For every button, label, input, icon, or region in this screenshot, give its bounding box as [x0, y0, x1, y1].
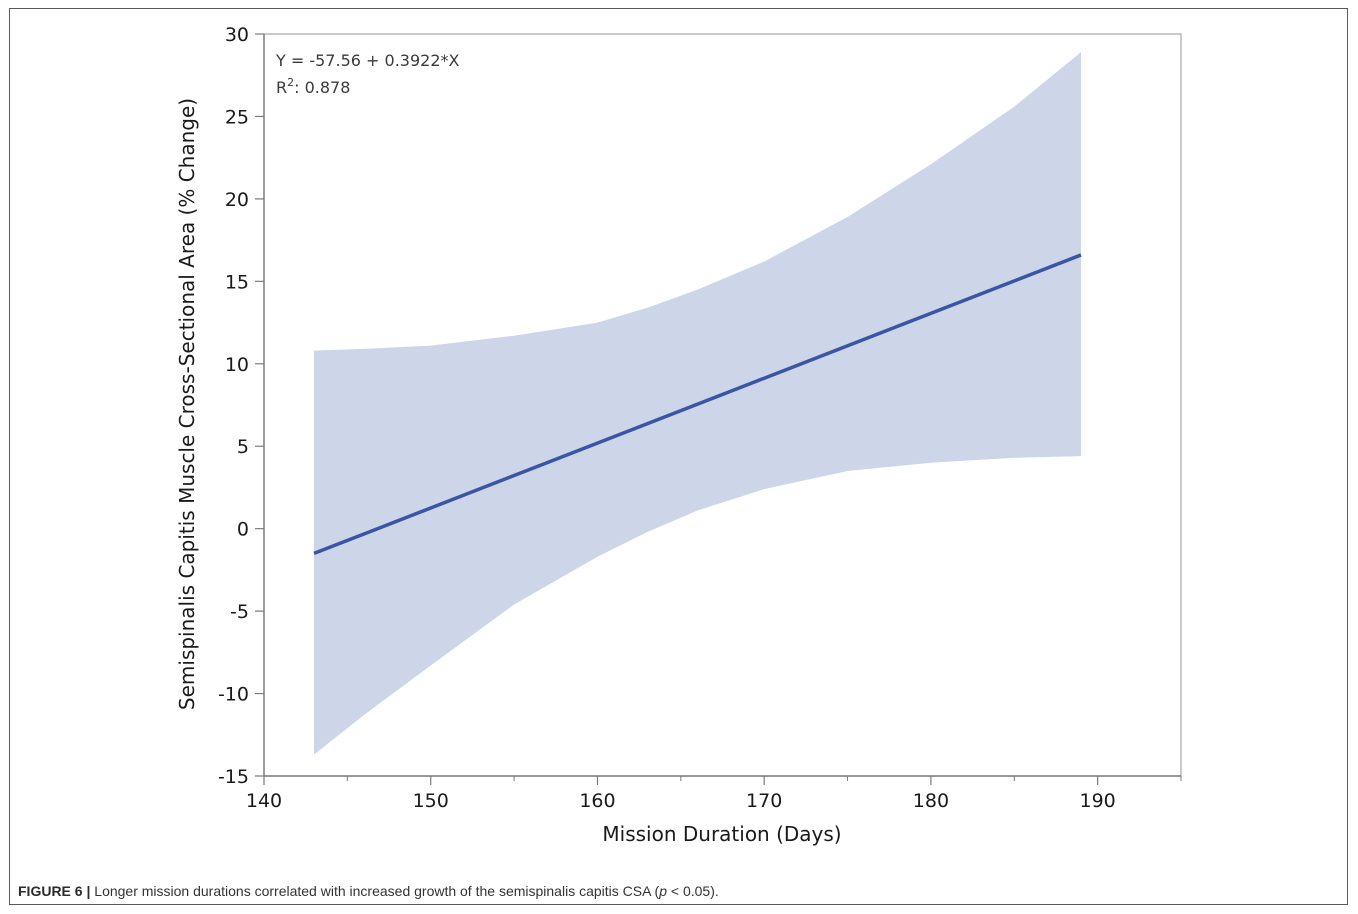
y-tick-label: -15: [218, 766, 249, 788]
figure-caption: FIGURE 6 | Longer mission durations corr…: [18, 883, 1338, 899]
y-tick-label: 5: [237, 436, 249, 458]
y-tick-label: -10: [218, 684, 249, 706]
y-tick-label: 10: [225, 354, 249, 376]
regression-equation: Y = -57.56 + 0.3922*X: [275, 51, 459, 70]
x-tick-label: 170: [746, 790, 782, 812]
caption-text-before: Longer mission durations correlated with…: [94, 883, 660, 899]
caption-text-after: < 0.05).: [667, 883, 719, 899]
y-tick-label: 0: [237, 519, 249, 541]
y-tick-label: 30: [225, 24, 249, 46]
x-tick-label: 160: [579, 790, 615, 812]
r2-value: : 0.878: [294, 78, 350, 97]
caption-separator: |: [82, 883, 95, 899]
y-tick-label: 25: [225, 106, 249, 128]
y-ticks-layer: -15 -10 -5 0 5 10 15 20 25 30: [218, 24, 264, 788]
y-tick-label: -5: [230, 601, 249, 623]
regression-fit-line: [313, 253, 1082, 556]
r2-label: R: [276, 78, 287, 97]
figure-label: FIGURE 6: [18, 883, 83, 899]
x-tick-label: 190: [1080, 790, 1116, 812]
x-tick-label: 180: [913, 790, 949, 812]
fit-line-layer: [313, 253, 1082, 556]
x-tick-label: 140: [246, 790, 282, 812]
figure-frame: [9, 8, 1348, 905]
caption-p-symbol: p: [659, 883, 668, 899]
x-ticks-layer: 140 150 160 170 180 190: [246, 776, 1182, 812]
r-squared-annotation: R2: 0.878: [276, 76, 350, 97]
y-tick-label: 15: [225, 271, 249, 293]
r2-superscript: 2: [287, 76, 294, 89]
y-axis-title: Semispinalis Capitis Muscle Cross-Sectio…: [175, 98, 199, 710]
y-tick-label: 20: [225, 189, 249, 211]
axes-layer: [263, 33, 1182, 777]
x-axis-title: Mission Duration (Days): [602, 822, 841, 846]
x-tick-label: 150: [413, 790, 449, 812]
